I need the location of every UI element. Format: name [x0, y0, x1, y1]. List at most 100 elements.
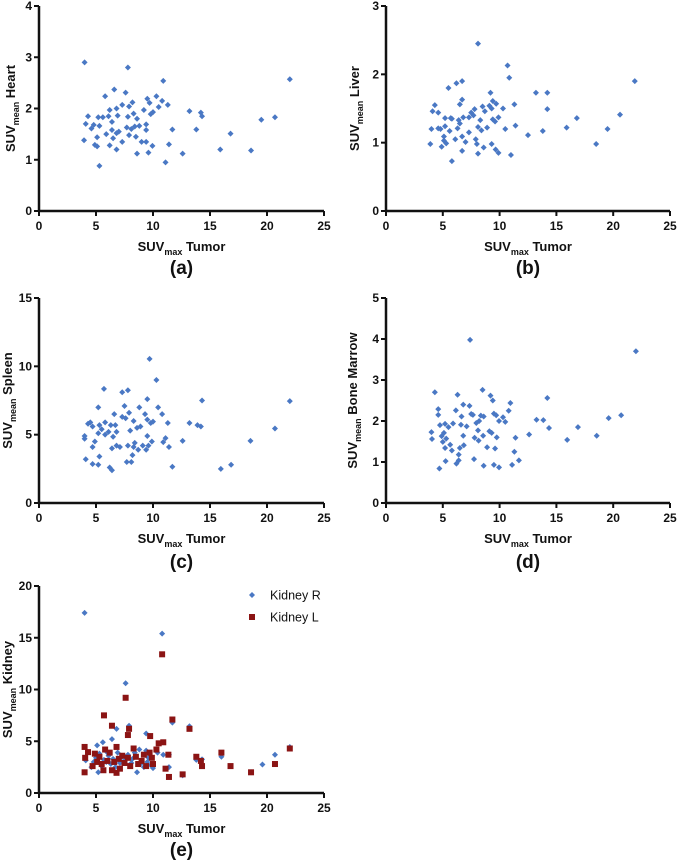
data-point — [446, 128, 453, 135]
data-point — [126, 725, 133, 732]
x-axis-title: SUVmax Tumor — [138, 239, 226, 257]
data-point — [271, 751, 278, 758]
x-axis-title: SUVmax Tumor — [138, 531, 226, 549]
data-point — [105, 113, 112, 120]
data-point — [488, 105, 495, 112]
data-point — [459, 133, 466, 140]
data-point — [475, 123, 482, 130]
series-kidney-r — [81, 609, 293, 779]
data-point — [144, 416, 151, 423]
data-point — [487, 89, 494, 96]
data-point — [102, 93, 109, 100]
y-tick-label: 0 — [372, 204, 379, 218]
data-point — [132, 753, 139, 760]
y-axis-title-rest: Spleen — [0, 352, 15, 398]
data-point — [159, 651, 166, 658]
data-point — [108, 445, 115, 452]
data-point — [500, 105, 507, 112]
data-point — [475, 437, 482, 444]
data-point — [119, 752, 126, 759]
y-tick-label: 5 — [25, 734, 32, 748]
y-axis-title-sub: mean — [8, 688, 18, 712]
data-point — [495, 114, 502, 121]
data-point — [271, 425, 278, 432]
x-tick-label: 5 — [93, 801, 100, 815]
data-point — [146, 749, 153, 756]
data-point — [179, 437, 186, 444]
data-point — [105, 428, 112, 435]
data-point — [89, 423, 96, 430]
y-tick-label: 15 — [19, 631, 33, 645]
y-tick-label: 1 — [372, 455, 379, 469]
data-point — [126, 132, 133, 139]
data-point — [165, 751, 172, 758]
data-point — [448, 158, 455, 165]
data-point — [138, 138, 145, 145]
data-point — [129, 99, 136, 106]
x-tick-label: 10 — [146, 801, 160, 815]
data-point — [428, 126, 435, 132]
y-tick-label: 10 — [19, 683, 33, 697]
x-axis-title: SUVmax Tumor — [484, 531, 572, 549]
data-point — [145, 149, 152, 156]
y-axis-title-main: SUV — [0, 422, 15, 449]
data-point — [147, 733, 154, 740]
data-point — [137, 423, 144, 430]
data-point — [139, 442, 146, 449]
data-point — [135, 761, 142, 768]
y-tick-label: 2 — [372, 414, 379, 428]
data-point — [448, 115, 455, 122]
data-point — [484, 124, 491, 131]
data-point — [106, 107, 113, 114]
data-point — [442, 420, 449, 427]
data-point — [108, 127, 115, 134]
data-point — [463, 423, 470, 430]
data-point — [162, 435, 169, 442]
data-point — [122, 694, 129, 701]
data-point — [460, 442, 467, 449]
data-point — [544, 89, 551, 96]
data-point — [467, 336, 474, 343]
data-point — [507, 151, 514, 158]
data-point — [124, 732, 131, 739]
data-point — [136, 746, 143, 753]
x-axis-title: SUVmax Tumor — [484, 239, 572, 257]
data-point — [96, 753, 103, 760]
data-point — [130, 745, 137, 752]
x-tick-label: 15 — [550, 219, 564, 233]
data-point — [604, 126, 611, 132]
data-point — [456, 101, 463, 108]
data-point — [140, 751, 147, 758]
data-point — [492, 118, 499, 125]
data-point — [480, 413, 487, 420]
x-axis-title-rest: Tumor — [529, 239, 572, 254]
data-point — [95, 769, 102, 776]
data-point — [127, 427, 134, 434]
data-point — [462, 138, 469, 145]
x-tick-label: 20 — [607, 219, 621, 233]
data-point — [113, 428, 120, 435]
data-point — [427, 141, 434, 148]
data-point — [605, 415, 612, 422]
data-point — [150, 418, 156, 425]
data-point — [131, 123, 138, 130]
data-point — [89, 763, 96, 770]
x-axis-title-sub: max — [164, 539, 182, 549]
data-point — [136, 404, 143, 411]
data-point — [526, 431, 533, 438]
data-point — [91, 750, 98, 757]
data-point — [115, 128, 122, 135]
y-axis-title-rest: Bone Marrow — [345, 332, 360, 419]
data-point — [533, 416, 540, 423]
data-point — [98, 761, 105, 768]
y-axis-title-main: SUV — [0, 711, 15, 738]
data-point — [618, 412, 625, 419]
data-point — [81, 743, 88, 750]
data-point — [458, 413, 465, 420]
x-tick-label: 20 — [260, 511, 274, 525]
data-point — [160, 77, 167, 84]
data-point — [99, 114, 106, 121]
